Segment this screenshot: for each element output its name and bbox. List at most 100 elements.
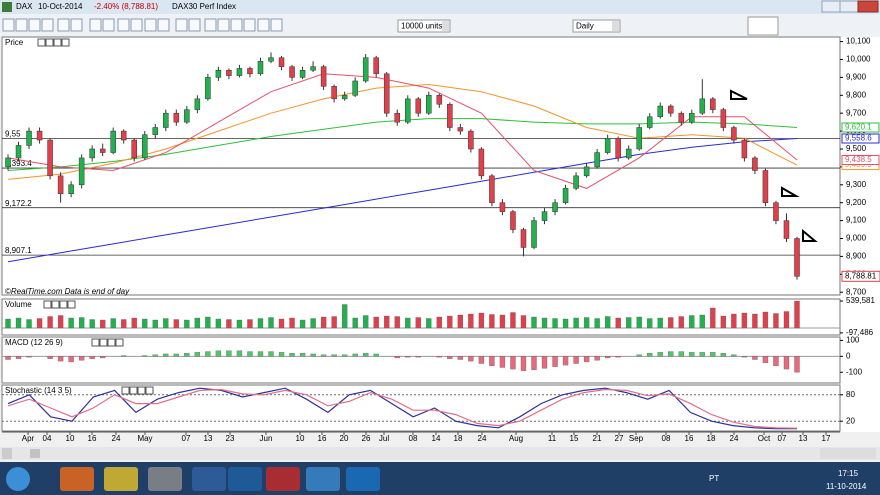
tool-button[interactable] (157, 18, 170, 32)
tool-button[interactable] (144, 18, 157, 32)
bar (121, 319, 127, 329)
candle-body (352, 80, 358, 96)
panel-button[interactable] (67, 300, 76, 309)
bar (699, 314, 705, 329)
tool-button[interactable] (57, 18, 70, 32)
tool-button[interactable] (15, 18, 28, 32)
candle-body (394, 112, 400, 123)
units-dropdown[interactable] (397, 19, 451, 33)
candle-body (268, 57, 274, 62)
x-tick-label: Sep (629, 434, 644, 443)
bar (310, 318, 316, 329)
bar (594, 356, 600, 361)
x-tick-label: 18 (454, 434, 463, 443)
tool-button[interactable] (217, 18, 230, 32)
taskbar-app[interactable] (266, 467, 300, 491)
bar (100, 356, 106, 359)
candle-body (415, 98, 422, 114)
x-tick-label: 10 (296, 434, 305, 443)
zoom-controls[interactable] (820, 448, 876, 459)
bar (236, 319, 243, 329)
maximize-button[interactable] (839, 0, 859, 13)
taskbar-app[interactable] (148, 467, 182, 491)
bar (783, 356, 790, 370)
panel-button[interactable] (51, 300, 60, 309)
tool-button[interactable] (270, 18, 283, 32)
tool-button[interactable] (2, 18, 15, 32)
tool-button[interactable] (102, 18, 115, 32)
panel-button[interactable] (53, 38, 62, 47)
tool-button[interactable] (257, 18, 270, 32)
bar (26, 356, 32, 358)
panel-button[interactable] (59, 300, 68, 309)
bar (615, 356, 621, 358)
tool-button[interactable] (188, 18, 201, 32)
app-icon (2, 2, 12, 12)
panel-button[interactable] (91, 338, 100, 347)
bar (257, 351, 264, 357)
x-tick-label: 15 (570, 434, 579, 443)
panel-button[interactable] (129, 386, 138, 395)
candle-body (5, 157, 11, 168)
panel-button[interactable] (99, 338, 108, 347)
close-button[interactable] (857, 0, 879, 13)
bar (510, 312, 516, 329)
panel-button[interactable] (121, 386, 130, 395)
taskbar-app[interactable] (104, 467, 138, 491)
panel-title: Price (5, 38, 24, 47)
taskbar-app[interactable] (228, 467, 262, 491)
panel-button[interactable] (145, 386, 154, 395)
period-dropdown[interactable] (572, 19, 621, 33)
scroll-thumb[interactable] (30, 449, 40, 458)
minimize-button[interactable] (821, 0, 841, 13)
panel-button[interactable] (37, 38, 46, 47)
bar (604, 356, 611, 359)
tool-button[interactable] (204, 18, 217, 32)
y-tick-label: 10,100 (846, 37, 871, 46)
scroll-left[interactable] (2, 448, 12, 459)
panel-button[interactable] (115, 338, 124, 347)
tool-button[interactable] (41, 18, 54, 32)
taskbar-app[interactable] (60, 467, 94, 491)
taskbar-app[interactable] (346, 467, 380, 491)
dropdown-arrow (612, 21, 619, 31)
date: 10-Oct-2014 (38, 2, 83, 11)
candle-body (773, 202, 779, 221)
tool-button[interactable] (70, 18, 83, 32)
panel-button[interactable] (43, 300, 52, 309)
candle-body (636, 127, 642, 150)
bar (436, 316, 442, 329)
bar (415, 317, 421, 329)
panel-button[interactable] (45, 38, 54, 47)
bar (173, 353, 179, 357)
tool-button[interactable] (130, 18, 143, 32)
panel-button[interactable] (107, 338, 116, 347)
tool-button[interactable] (230, 18, 243, 32)
candle-body (110, 130, 116, 153)
value-box-label: 9,558.6 (845, 134, 872, 143)
candle-body (383, 73, 390, 114)
y-tick-label: 0 (846, 351, 851, 360)
bar (636, 354, 642, 357)
bar (626, 317, 632, 329)
candle-body (226, 69, 232, 76)
tool-button[interactable] (243, 18, 256, 32)
scrollbar[interactable] (0, 447, 880, 460)
tool-button[interactable] (117, 18, 130, 32)
candle-body (720, 109, 727, 128)
taskbar-app[interactable] (306, 467, 340, 491)
tool-button[interactable] (28, 18, 41, 32)
candle-body (541, 211, 548, 221)
panel-button[interactable] (61, 38, 70, 47)
tool-button[interactable] (175, 18, 188, 32)
candle-body (47, 139, 53, 177)
candle-body (194, 98, 201, 110)
x-tick-label: 23 (226, 434, 235, 443)
panel-button[interactable] (137, 386, 146, 395)
chart-style-button[interactable] (747, 16, 779, 36)
tool-button[interactable] (89, 18, 102, 32)
start-button[interactable] (6, 467, 30, 491)
taskbar-app[interactable] (192, 467, 226, 491)
candle-body (731, 127, 737, 141)
